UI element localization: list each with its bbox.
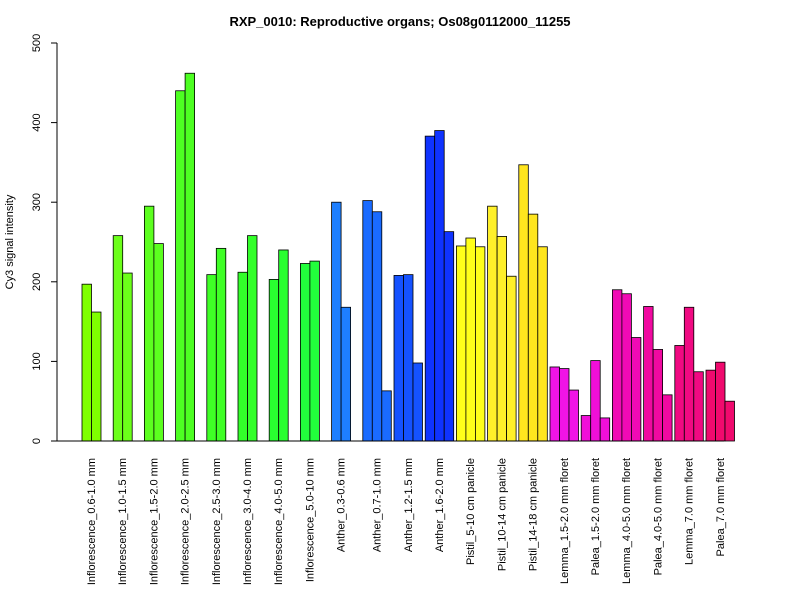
category-label: Pistil_14-18 cm panicle: [528, 458, 540, 571]
y-tick-label: 0: [31, 438, 43, 444]
bar: [268, 279, 280, 442]
category-label: Inflorescence_3.0-4.0 mm: [242, 458, 254, 585]
bar: [527, 213, 539, 442]
y-axis: 0 100 200 300 400 500: [31, 34, 58, 444]
category-label: Palea_7.0 mm floret: [715, 458, 727, 556]
bar: [247, 235, 258, 442]
bar: [237, 271, 248, 442]
bar: [206, 274, 217, 442]
bar: [674, 345, 685, 442]
category-label: Anther_1.6-2.0 mm: [434, 458, 446, 552]
bar: [153, 243, 164, 442]
y-axis-label: Cy3 signal intensity: [4, 194, 16, 289]
category-label: Inflorescence_1.0-1.5 mm: [117, 458, 129, 585]
bar: [621, 293, 632, 442]
category-label: Palea_4.0-5.0 mm floret: [652, 458, 664, 575]
category-label: Inflorescence_0.6-1.0 mm: [86, 458, 98, 585]
y-tick-label: 300: [31, 193, 43, 211]
bar: [465, 237, 476, 442]
bar: [568, 389, 579, 442]
bar: [580, 415, 592, 442]
category-label: Lemma_4.0-5.0 mm floret: [621, 458, 633, 584]
bar: [91, 311, 102, 442]
bar: [143, 205, 155, 442]
bar: [496, 236, 508, 442]
bar: [381, 390, 392, 442]
bar: [683, 306, 695, 442]
category-label: Inflorescence_2.5-3.0 mm: [211, 458, 223, 585]
category-labels: Inflorescence_0.6-1.0 mm Inflorescence_1.…: [86, 458, 727, 585]
bar: [599, 417, 611, 442]
bar: [340, 306, 352, 442]
y-tick-label: 500: [31, 34, 43, 52]
bar: [537, 246, 548, 442]
category-label: Lemma_7.0 mm floret: [684, 458, 696, 565]
bar: [81, 283, 92, 442]
bar: [662, 394, 673, 442]
bar: [309, 260, 320, 442]
bar: [278, 249, 289, 442]
category-label: Palea_1.5-2.0 mm floret: [590, 458, 602, 575]
category-label: Pistil_5-10 cm panicle: [465, 458, 477, 565]
bar: [362, 200, 373, 442]
bar: [175, 90, 186, 442]
chart-title: RXP_0010: Reproductive organs; Os08g0112…: [229, 14, 570, 29]
bar: [403, 274, 414, 442]
bar: [559, 368, 570, 442]
bar: [652, 349, 663, 442]
bar: [184, 72, 196, 442]
bars-group: [81, 72, 735, 442]
bar: [112, 235, 124, 442]
bar: [455, 245, 467, 442]
bar: [693, 371, 704, 442]
bar: [412, 362, 423, 442]
category-label: Anther_1.2-1.5 mm: [403, 458, 415, 552]
bar: [590, 360, 601, 442]
bar: [215, 247, 227, 442]
category-label: Inflorescence_2.0-2.5 mm: [180, 458, 192, 585]
bar: [474, 246, 486, 442]
category-label: Lemma_1.5-2.0 mm floret: [559, 458, 571, 584]
category-label: Anther_0.3-0.6 mm: [336, 458, 348, 552]
category-label: Inflorescence_4.0-5.0 mm: [273, 458, 285, 585]
bar: [393, 275, 404, 442]
bar: [371, 211, 383, 442]
bar: [715, 361, 726, 442]
y-tick-label: 400: [31, 113, 43, 131]
bar: [424, 135, 436, 442]
bar: [506, 275, 517, 442]
bar: [643, 306, 654, 442]
category-label: Pistil_10-14 cm panicle: [496, 458, 508, 571]
category-label: Inflorescence_1.5-2.0 mm: [148, 458, 160, 585]
bar: [299, 263, 311, 442]
bar: [487, 205, 498, 442]
category-label: Anther_0.7-1.0 mm: [372, 458, 384, 552]
bar: [705, 369, 716, 442]
y-tick-label: 200: [31, 273, 43, 291]
bar: [724, 400, 735, 442]
bar: [518, 164, 529, 442]
y-tick-label: 100: [31, 352, 43, 370]
bar: [331, 201, 342, 442]
category-label: Inflorescence_5.0-10 mm: [304, 458, 316, 582]
bar: [631, 337, 642, 442]
bar: [443, 231, 455, 442]
bar: [434, 130, 445, 442]
bar: [612, 289, 623, 442]
bar: [549, 366, 560, 442]
bar: [122, 272, 133, 442]
